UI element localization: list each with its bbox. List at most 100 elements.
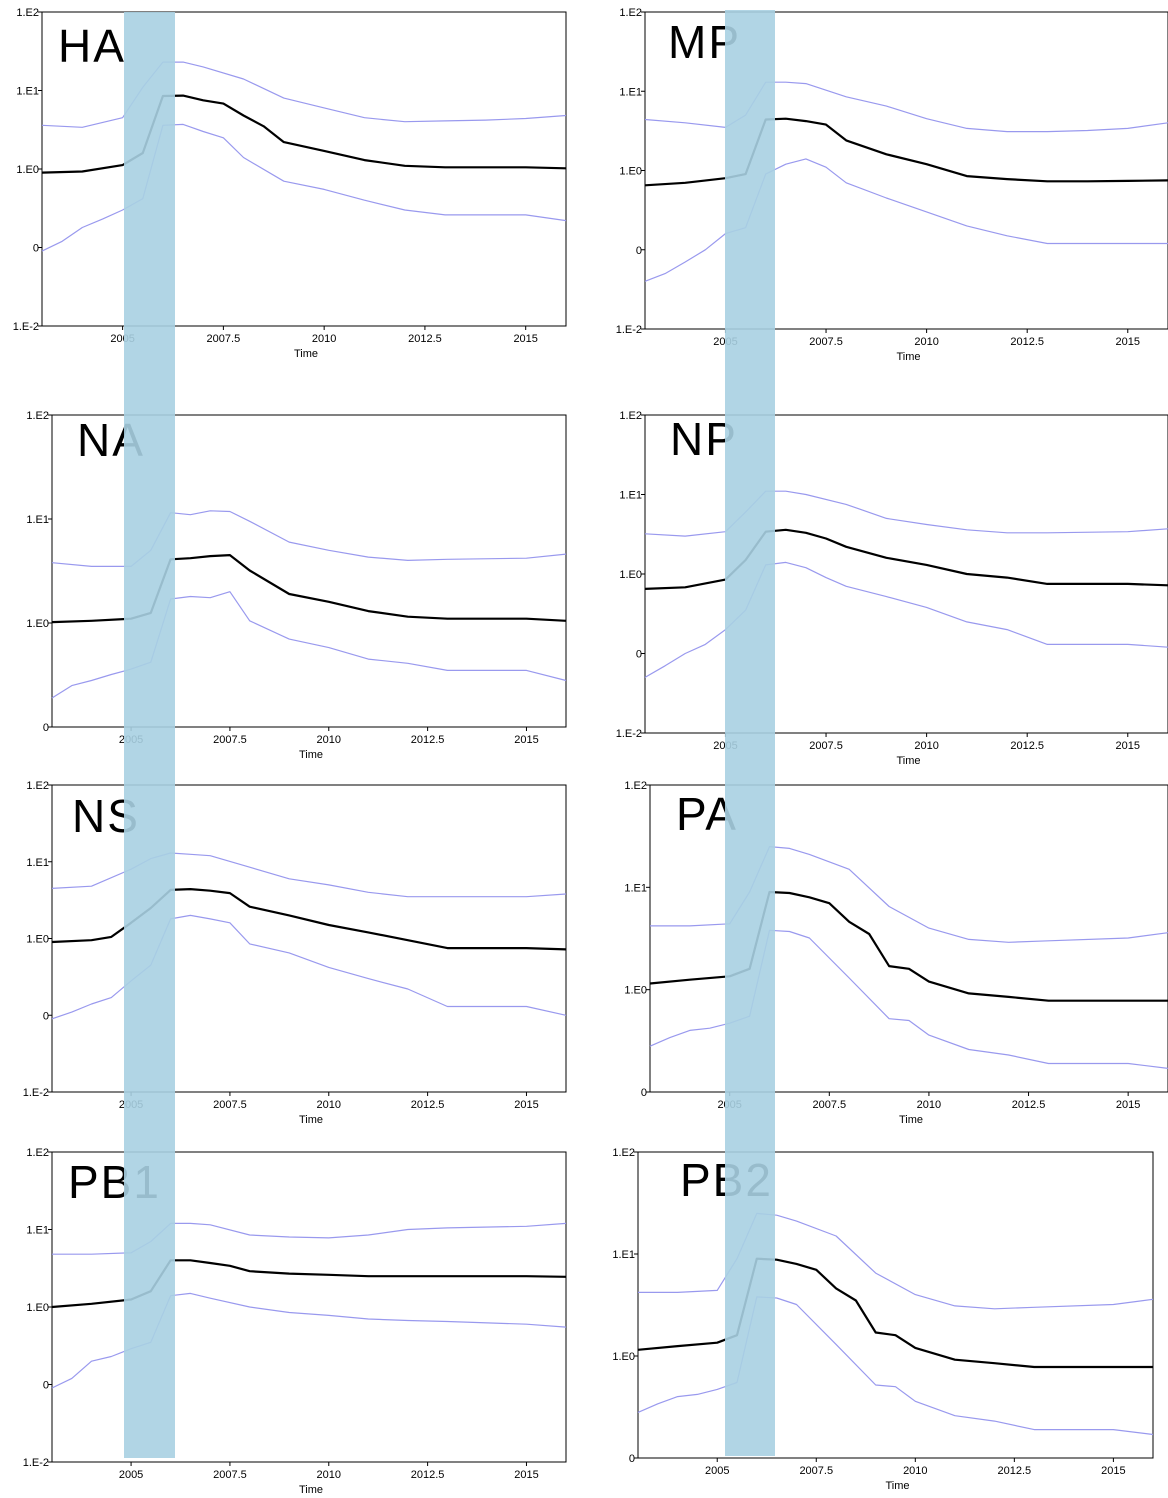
y-tick-label: 1.E1 [612,1249,635,1261]
x-tick-label: 2007.5 [809,740,843,752]
panel-title: HA [58,20,126,72]
x-axis-title: Time [299,1114,323,1126]
series-line-lower_hpd [51,591,567,699]
x-tick-label: 2005 [119,1469,143,1481]
x-tick-label: 2012.5 [1010,336,1044,348]
y-tick-label: 1.E1 [619,490,642,502]
x-tick-label: 2012.5 [408,333,442,345]
y-tick-label: 0 [33,243,39,255]
x-axis-title: Time [896,351,920,363]
x-tick-label: 2005 [705,1465,729,1477]
y-tick-label: 0 [636,649,642,661]
x-axis-title: Time [294,348,318,360]
panel-pb1: 2005 2007.5 2010 2012.5 2015 1.E-2 0 1.E0 1.E1 1.… [23,1147,567,1496]
x-axis-title: Time [899,1114,923,1126]
x-tick-label: 2012.5 [411,1469,445,1481]
x-tick-label: 2010 [917,1099,941,1111]
y-tick-label: 1.E1 [26,514,49,526]
panel-np: 20052007.520102012.520151.E-201.E01.E11.… [616,410,1168,767]
series-line-lower_hpd [51,1292,567,1389]
series-line-lower_hpd [51,914,567,1020]
y-tick-label: 1.E1 [26,857,49,869]
y-tick-label: 1.E-2 [13,321,39,333]
y-tick-label: 1.E0 [26,1302,49,1314]
x-axis-title: Time [299,1484,323,1496]
y-tick-label: 1.E0 [26,618,49,630]
plot-frame [637,1151,1154,1459]
y-tick-label: 1.E-2 [23,1457,49,1469]
x-tick-label: 2007.5 [207,333,241,345]
x-tick-label: 2012.5 [1010,740,1044,752]
y-tick-label: 0 [636,245,642,257]
y-tick-label: 0 [43,1010,49,1022]
panels: 2005 2007.5 2010 2012.5 2015 1.E-2 0 1.E0 1.E1 1.… [13,7,1168,1496]
y-tick-label: 0 [641,1087,647,1099]
y-tick-label: 1.E-2 [616,324,642,336]
y-tick-label: 1.E2 [16,7,39,19]
x-tick-label: 2015 [1116,740,1140,752]
highlight-bands [124,10,775,1458]
x-tick-label: 2010 [317,1099,341,1111]
y-tick-label: 1.E0 [612,1351,635,1363]
y-tick-label: 1.E-2 [23,1087,49,1099]
y-tick-label: 1.E0 [619,166,642,178]
y-tick-label: 1.E0 [16,164,39,176]
x-tick-label: 2015 [1116,336,1140,348]
x-tick-label: 2012.5 [1012,1099,1046,1111]
series-line-lower_hpd [41,123,567,252]
x-tick-label: 2012.5 [411,1099,445,1111]
y-tick-label: 1.E1 [619,86,642,98]
y-tick-label: 1.E2 [619,7,642,19]
x-axis-title: Time [896,755,920,767]
y-tick-label: 1.E0 [624,985,647,997]
x-tick-label: 2010 [312,333,336,345]
x-tick-label: 2012.5 [411,734,445,746]
y-tick-label: 1.E1 [16,86,39,98]
series-line-lower_hpd [644,158,1168,282]
y-tick-label: 1.E-2 [616,728,642,740]
series-line-lower_hpd [649,929,1168,1069]
y-tick-label: 1.E1 [26,1225,49,1237]
x-tick-label: 2015 [514,1469,538,1481]
x-tick-label: 2015 [1101,1465,1125,1477]
y-tick-label: 0 [43,722,49,734]
y-tick-label: 1.E2 [612,1147,635,1159]
y-tick-label: 0 [43,1380,49,1392]
x-tick-label: 2007.5 [809,336,843,348]
x-tick-label: 2015 [1116,1099,1140,1111]
x-tick-label: 2007.5 [812,1099,846,1111]
series-line-lower_hpd [644,561,1168,678]
panel-pa: 20052007.520102012.5201501.E01.E11.E2Tim… [624,780,1168,1126]
x-tick-label: 2015 [514,1099,538,1111]
panel-ns: 20052007.520102012.520151.E-201.E01.E11.… [23,780,567,1126]
x-tick-label: 2010 [317,734,341,746]
x-tick-label: 2010 [317,1469,341,1481]
y-tick-label: 0 [629,1453,635,1465]
y-tick-label: 1.E2 [26,1147,49,1159]
panel-pb2: 2005 2007.5 2010 2012.5 2015 0 1.E0 1.E1 1.E2 Tim… [612,1147,1154,1492]
y-tick-label: 1.E1 [624,882,647,894]
x-tick-label: 2010 [903,1465,927,1477]
x-tick-label: 2015 [513,333,537,345]
panel-mp: 20052007.520102012.520151.E-201.E01.E11.… [616,7,1168,363]
highlight-band [124,12,175,1458]
y-tick-label: 1.E0 [26,934,49,946]
x-tick-label: 2007.5 [213,734,247,746]
x-tick-label: 2010 [914,336,938,348]
y-tick-label: 1.E0 [619,569,642,581]
panel-ha: 2005 2007.5 2010 2012.5 20151.E-201.E01.E11.… [13,7,567,360]
panel-title: NP [670,413,738,465]
x-tick-label: 2007.5 [213,1469,247,1481]
x-tick-label: 2007.5 [799,1465,833,1477]
x-tick-label: 2015 [514,734,538,746]
x-axis-title: Time [885,1480,909,1492]
x-tick-label: 2007.5 [213,1099,247,1111]
highlight-band [725,10,775,1456]
x-tick-label: 2010 [914,740,938,752]
x-axis-title: Time [299,749,323,761]
series-line-upper_hpd [638,1212,1154,1310]
y-tick-label: 1.E2 [26,780,49,792]
y-tick-label: 1.E2 [624,780,647,792]
y-tick-label: 1.E2 [26,410,49,422]
